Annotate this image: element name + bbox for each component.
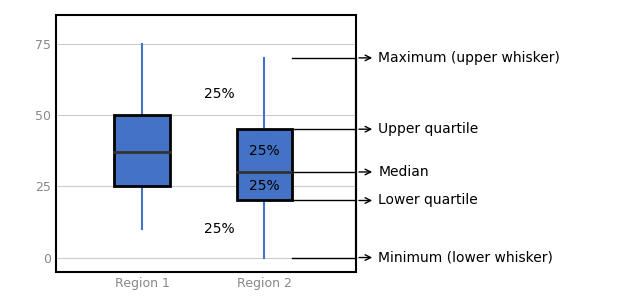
Text: Maximum (upper whisker): Maximum (upper whisker): [378, 51, 560, 65]
Bar: [237, 129, 292, 201]
Bar: [56, 15, 356, 272]
Bar: [114, 115, 169, 186]
Text: Median: Median: [378, 165, 429, 179]
Text: Lower quartile: Lower quartile: [378, 194, 478, 207]
Text: Minimum (lower whisker): Minimum (lower whisker): [378, 251, 553, 265]
Text: 25%: 25%: [249, 143, 280, 158]
Text: 25%: 25%: [204, 87, 234, 101]
Text: Upper quartile: Upper quartile: [378, 122, 478, 136]
Text: 25%: 25%: [204, 222, 234, 236]
Text: 25%: 25%: [249, 179, 280, 193]
